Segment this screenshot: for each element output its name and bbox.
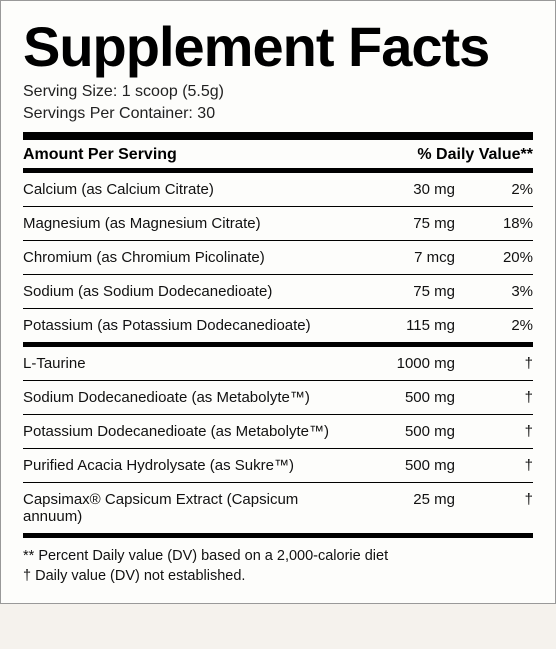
nutrient-dv: 3%	[463, 283, 533, 300]
nutrient-name: Calcium (as Calcium Citrate)	[23, 181, 353, 198]
nutrient-dv: 2%	[463, 317, 533, 334]
nutrient-amount: 500 mg	[353, 457, 463, 474]
table-row: Purified Acacia Hydrolysate (as Sukre™) …	[23, 449, 533, 482]
table-row: Potassium Dodecanedioate (as Metabolyte™…	[23, 415, 533, 448]
nutrient-dv: †	[463, 491, 533, 508]
nutrient-dv: †	[463, 457, 533, 474]
nutrient-amount: 500 mg	[353, 423, 463, 440]
nutrient-name: Sodium Dodecanedioate (as Metabolyte™)	[23, 389, 353, 406]
footnote-dv: ** Percent Daily value (DV) based on a 2…	[23, 546, 533, 566]
header-amount-per-serving: Amount Per Serving	[23, 146, 393, 164]
divider-thick	[23, 132, 533, 140]
nutrient-amount: 75 mg	[353, 215, 463, 232]
supplement-facts-panel: Supplement Facts Serving Size: 1 scoop (…	[0, 0, 556, 604]
nutrient-name: L-Taurine	[23, 355, 353, 372]
nutrient-name: Magnesium (as Magnesium Citrate)	[23, 215, 353, 232]
nutrient-amount: 75 mg	[353, 283, 463, 300]
nutrient-dv: 2%	[463, 181, 533, 198]
nutrient-amount: 25 mg	[353, 491, 463, 508]
table-row: L-Taurine 1000 mg †	[23, 347, 533, 380]
nutrient-name: Potassium (as Potassium Dodecanedioate)	[23, 317, 353, 334]
table-row: Chromium (as Chromium Picolinate) 7 mcg …	[23, 241, 533, 274]
nutrient-dv: †	[463, 389, 533, 406]
nutrient-dv: †	[463, 423, 533, 440]
nutrient-dv: 20%	[463, 249, 533, 266]
nutrient-amount: 1000 mg	[353, 355, 463, 372]
nutrient-name: Chromium (as Chromium Picolinate)	[23, 249, 353, 266]
nutrient-dv: 18%	[463, 215, 533, 232]
table-row: Sodium (as Sodium Dodecanedioate) 75 mg …	[23, 275, 533, 308]
nutrient-name: Potassium Dodecanedioate (as Metabolyte™…	[23, 423, 353, 440]
nutrient-amount: 115 mg	[353, 317, 463, 334]
footnotes: ** Percent Daily value (DV) based on a 2…	[23, 538, 533, 589]
table-row: Calcium (as Calcium Citrate) 30 mg 2%	[23, 173, 533, 206]
footnote-dagger: † Daily value (DV) not established.	[23, 566, 533, 586]
nutrient-amount: 30 mg	[353, 181, 463, 198]
nutrient-name: Capsimax® Capsicum Extract (Capsicum ann…	[23, 491, 353, 525]
table-row: Potassium (as Potassium Dodecanedioate) …	[23, 309, 533, 342]
nutrient-name: Sodium (as Sodium Dodecanedioate)	[23, 283, 353, 300]
table-row: Sodium Dodecanedioate (as Metabolyte™) 5…	[23, 381, 533, 414]
table-row: Magnesium (as Magnesium Citrate) 75 mg 1…	[23, 207, 533, 240]
header-daily-value: % Daily Value**	[393, 146, 533, 164]
nutrient-amount: 7 mcg	[353, 249, 463, 266]
nutrient-amount: 500 mg	[353, 389, 463, 406]
serving-size: Serving Size: 1 scoop (5.5g)	[23, 81, 533, 103]
panel-title: Supplement Facts	[23, 19, 533, 75]
table-row: Capsimax® Capsicum Extract (Capsicum ann…	[23, 483, 533, 533]
nutrient-dv: †	[463, 355, 533, 372]
servings-per-container: Servings Per Container: 30	[23, 103, 533, 125]
column-headers: Amount Per Serving % Daily Value**	[23, 140, 533, 168]
nutrient-name: Purified Acacia Hydrolysate (as Sukre™)	[23, 457, 353, 474]
